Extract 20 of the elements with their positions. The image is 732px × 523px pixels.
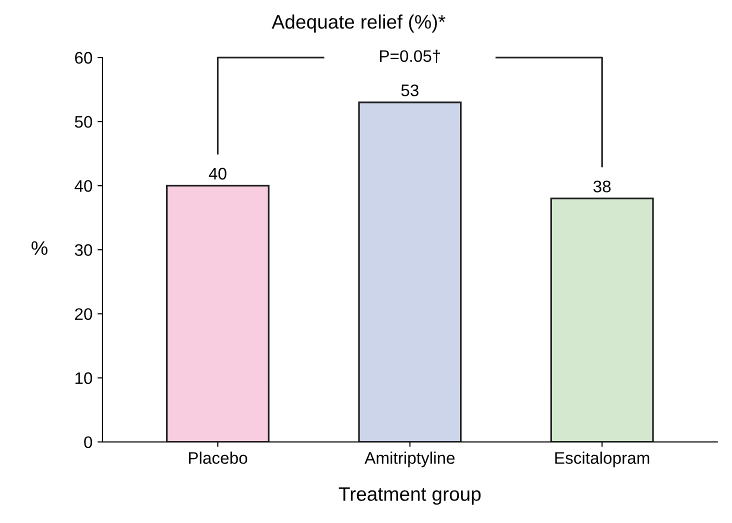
y-tick-label: 50 (74, 116, 92, 128)
y-tick-label: 0 (84, 436, 92, 448)
y-tick-label: 20 (75, 308, 92, 320)
x-tick-label: Amitriptyline (364, 452, 455, 468)
data-label: 53 (401, 84, 418, 96)
y-axis-title: % (32, 241, 48, 255)
bar (550, 198, 654, 442)
x-axis-title: Treatment group (338, 487, 481, 505)
y-tick-label: 10 (75, 372, 92, 384)
data-label: 40 (208, 168, 226, 180)
annotation: P=0.05† (380, 50, 440, 63)
x-tick-label: Placebo (189, 452, 248, 464)
y-tick-label: 60 (75, 52, 92, 64)
x-tick-label: Escitalopram (555, 452, 650, 468)
chart-title: Adequate relief (%)* (272, 14, 446, 33)
data-label: 38 (593, 180, 611, 192)
y-tick-label: 40 (74, 180, 92, 192)
bar (358, 102, 462, 442)
y-tick-label: 30 (74, 244, 92, 256)
bar (166, 184, 270, 442)
